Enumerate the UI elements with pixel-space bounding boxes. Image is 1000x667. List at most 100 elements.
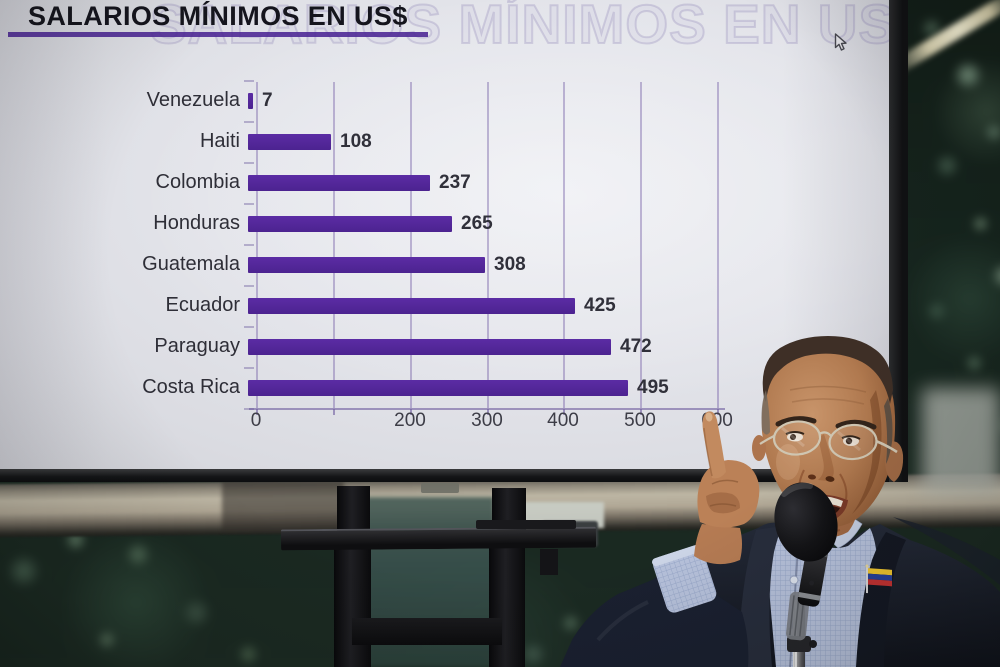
category-tick xyxy=(244,203,254,205)
chart-title: SALARIOS MÍNIMOS EN US$ xyxy=(28,1,408,31)
bar-track: 7 xyxy=(248,80,748,121)
shirt-cuff xyxy=(652,544,717,613)
index-finger xyxy=(702,411,726,479)
mic-windscreen xyxy=(774,482,838,562)
bar xyxy=(248,133,331,150)
bar-value: 237 xyxy=(439,171,471,193)
x-axis-line xyxy=(249,408,725,410)
eyebrow xyxy=(775,416,817,427)
bar-label: Honduras xyxy=(153,212,240,234)
pointing-hand xyxy=(560,411,760,667)
venezuela-flag-pin xyxy=(865,564,892,594)
thumb xyxy=(706,492,740,514)
bar-rows: Venezuela 7 Haiti 108 Colombia 237 Honduras 265… xyxy=(28,80,748,408)
bar-value: 108 xyxy=(340,130,372,152)
bar-row: Venezuela 7 xyxy=(28,80,748,121)
x-tick-label: 500 xyxy=(624,410,656,431)
screen-mount-tab xyxy=(421,483,459,493)
bar xyxy=(248,379,628,396)
bar-label: Colombia xyxy=(155,171,240,193)
bar-value: 308 xyxy=(494,253,526,275)
shirt-button xyxy=(789,575,799,585)
bar-label: Costa Rica xyxy=(142,376,240,398)
bar-value: 265 xyxy=(461,212,493,234)
gridline xyxy=(256,82,258,408)
bar-track: 472 xyxy=(248,326,748,367)
bar-track: 308 xyxy=(248,244,748,285)
axis-tick xyxy=(640,409,642,415)
title-underline xyxy=(8,32,428,37)
projection-screen: SALARIOS MÍNIMOS EN US$ SALARIOS MÍNIMOS… xyxy=(0,0,889,469)
category-tick xyxy=(244,162,254,164)
axis-tick xyxy=(563,409,565,415)
tv-stand-tray xyxy=(476,520,576,529)
gridline xyxy=(717,82,719,408)
axis-tick xyxy=(717,409,719,415)
x-tick-label: 400 xyxy=(547,410,579,431)
axis-tick xyxy=(256,409,258,415)
tv-stand-post xyxy=(337,486,370,534)
bar xyxy=(248,174,430,191)
x-tick-label: 0 xyxy=(250,410,262,431)
tv-stand-post xyxy=(489,544,525,667)
bar xyxy=(248,338,611,355)
x-tick-label: 300 xyxy=(471,410,503,431)
gridline xyxy=(487,82,489,408)
x-tick-label: 200 xyxy=(394,410,426,431)
category-tick xyxy=(244,121,254,123)
category-tick xyxy=(244,367,254,369)
ear xyxy=(752,435,766,461)
bar-value: 495 xyxy=(637,376,669,398)
bar xyxy=(248,256,485,273)
category-tick xyxy=(244,326,254,328)
screen-bezel-right xyxy=(889,0,908,482)
bar-track: 495 xyxy=(248,367,748,408)
bar xyxy=(248,92,253,109)
screen-bezel-bottom xyxy=(0,469,908,482)
bar-label: Ecuador xyxy=(165,294,241,316)
bar-label: Haiti xyxy=(199,130,240,152)
bar xyxy=(248,297,575,314)
hair-temple xyxy=(761,390,770,435)
wrist xyxy=(694,524,742,565)
tv-stand-crossbar xyxy=(352,618,502,645)
window-frame-shadow xyxy=(222,481,344,531)
axis-tick xyxy=(487,409,489,415)
bar-value: 472 xyxy=(620,335,652,357)
lapel xyxy=(738,526,782,667)
gridline xyxy=(640,82,642,408)
bright-window-blur xyxy=(922,388,1000,492)
gridline xyxy=(333,82,335,408)
bar-row: Ecuador 425 xyxy=(28,285,748,326)
bar-track: 237 xyxy=(248,162,748,203)
category-tick xyxy=(244,244,254,246)
bar-value: 425 xyxy=(584,294,616,316)
category-tick xyxy=(244,408,254,410)
category-tick xyxy=(244,285,254,287)
glasses xyxy=(759,420,898,461)
category-tick xyxy=(244,80,254,82)
grid-layer xyxy=(244,80,725,415)
bar-label: Venezuela xyxy=(146,89,240,111)
bar-label: Paraguay xyxy=(154,335,240,357)
bar xyxy=(248,215,452,232)
tv-stand-bracket xyxy=(540,549,558,575)
nose xyxy=(818,434,834,481)
bar-value: 7 xyxy=(262,89,273,111)
bar-row: Guatemala 308 xyxy=(28,244,748,285)
microphone xyxy=(774,482,838,667)
bar-row: Haiti 108 xyxy=(28,121,748,162)
bar-row: Paraguay 472 xyxy=(28,326,748,367)
bar-track: 425 xyxy=(248,285,748,326)
hair xyxy=(762,336,893,404)
bar-row: Honduras 265 xyxy=(28,203,748,244)
eyebrow xyxy=(835,419,877,430)
lapel xyxy=(856,532,906,667)
axis-tick xyxy=(333,409,335,415)
gridline xyxy=(563,82,565,408)
fingernail xyxy=(705,412,713,422)
bar-track: 265 xyxy=(248,203,748,244)
axis-tick xyxy=(410,409,412,415)
mouse-cursor-icon xyxy=(834,33,849,57)
